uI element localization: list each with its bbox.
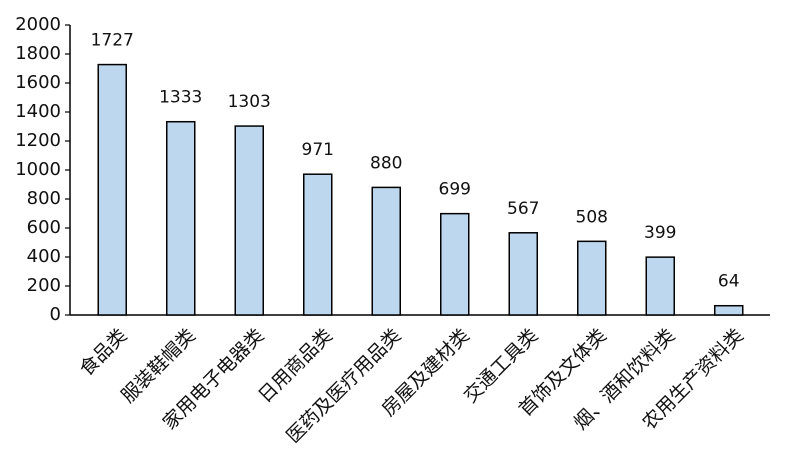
- y-tick-label: 400: [27, 246, 61, 267]
- value-label: 1303: [228, 92, 271, 112]
- value-label: 567: [507, 199, 539, 219]
- bar: [440, 212, 470, 316]
- y-tick-label: 600: [27, 217, 61, 238]
- bar: [645, 256, 675, 316]
- bar: [166, 120, 196, 316]
- bar: [714, 304, 744, 316]
- bar: [303, 173, 333, 316]
- bar: [371, 186, 401, 316]
- y-tick-label: 2000: [15, 14, 61, 35]
- y-tick-label: 1400: [15, 101, 61, 122]
- y-tick-label: 1800: [15, 43, 61, 64]
- value-label: 880: [370, 153, 402, 173]
- value-label: 508: [576, 207, 608, 227]
- y-tick-label: 1000: [15, 159, 61, 180]
- value-label: 699: [439, 180, 471, 200]
- value-label: 399: [644, 223, 676, 243]
- y-tick-label: 800: [27, 188, 61, 209]
- bar: [97, 63, 127, 316]
- x-tick-label: 食品类: [75, 325, 131, 381]
- y-tick-label: 1200: [15, 130, 61, 151]
- value-label: 1727: [91, 31, 134, 51]
- y-tick-label: 0: [50, 304, 61, 325]
- bar: [234, 125, 264, 316]
- value-label: 1333: [159, 88, 202, 108]
- y-tick-label: 200: [27, 275, 61, 296]
- value-label: 971: [302, 140, 334, 160]
- x-tick-label: 医药及医疗用品类: [282, 325, 405, 448]
- value-label: 64: [718, 272, 740, 292]
- bar: [508, 232, 538, 316]
- y-tick-label: 1600: [15, 72, 61, 93]
- bar: [577, 240, 607, 316]
